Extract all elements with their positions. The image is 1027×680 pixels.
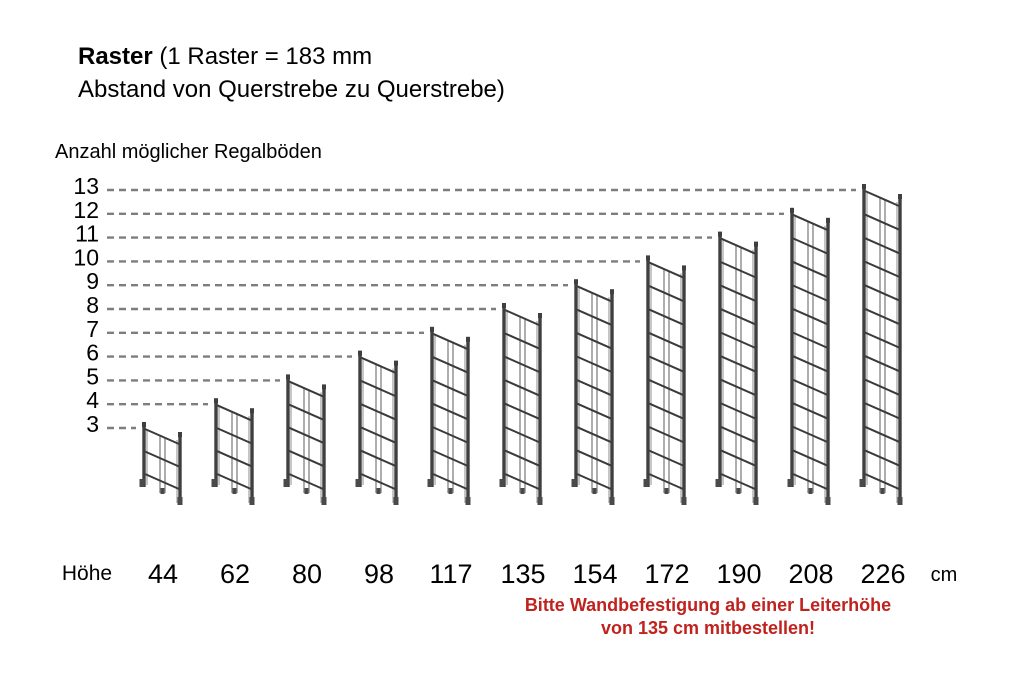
y-tick-6: 6 [86, 340, 99, 366]
ladder-154cm [571, 279, 615, 505]
chart-title-line1-rest: (1 Raster = 183 mm [152, 43, 373, 70]
x-label-98: 98 [364, 559, 394, 589]
x-label-208: 208 [788, 559, 833, 589]
x-axis-unit: cm [930, 564, 958, 586]
wall-mount-warning-line1: Bitte Wandbefestigung ab einer Leiterhöh… [524, 595, 892, 615]
chart-title: Raster (1 Raster = 183 mm Abstand von Qu… [78, 40, 505, 106]
ladder-98cm [355, 350, 399, 505]
ladder-62cm [211, 398, 255, 505]
y-tick-5: 5 [86, 363, 99, 389]
y-tick-11: 11 [75, 221, 99, 247]
ladder-117cm [427, 326, 471, 505]
ladder-172cm [643, 255, 687, 505]
y-tick-12: 12 [73, 197, 99, 223]
chart-title-keyword: Raster [78, 43, 153, 70]
y-axis-label: Anzahl möglicher Regalböden [55, 141, 322, 163]
y-tick-10: 10 [73, 244, 99, 270]
ladder-208cm [787, 207, 831, 505]
wall-mount-warning: Bitte Wandbefestigung ab einer Leiterhöh… [458, 594, 958, 640]
y-tick-8: 8 [86, 292, 99, 318]
x-label-80: 80 [292, 559, 322, 589]
x-label-117: 117 [429, 559, 472, 589]
y-tick-9: 9 [86, 268, 99, 294]
x-label-62: 62 [220, 559, 250, 589]
x-label-190: 190 [716, 559, 761, 589]
x-label-135: 135 [500, 559, 545, 589]
ladder-226cm [859, 184, 903, 505]
y-tick-13: 13 [73, 173, 99, 199]
x-label-226: 226 [860, 559, 905, 589]
y-tick-7: 7 [86, 316, 99, 342]
y-tick-3: 3 [86, 411, 99, 437]
ladder-190cm [715, 231, 759, 505]
x-label-44: 44 [148, 559, 178, 589]
ladder-135cm [499, 303, 543, 505]
x-axis-label: Höhe [61, 562, 113, 585]
x-label-172: 172 [644, 559, 689, 589]
ladder-80cm [283, 374, 327, 505]
x-label-154: 154 [572, 559, 617, 589]
ladder-44cm [139, 422, 183, 505]
chart-title-line2: Abstand von Querstrebe zu Querstrebe) [78, 76, 505, 103]
y-tick-4: 4 [86, 387, 99, 413]
wall-mount-warning-line2: von 135 cm mitbestellen! [600, 618, 816, 638]
chart-title-line1: Raster (1 Raster = 183 mm [78, 40, 505, 73]
